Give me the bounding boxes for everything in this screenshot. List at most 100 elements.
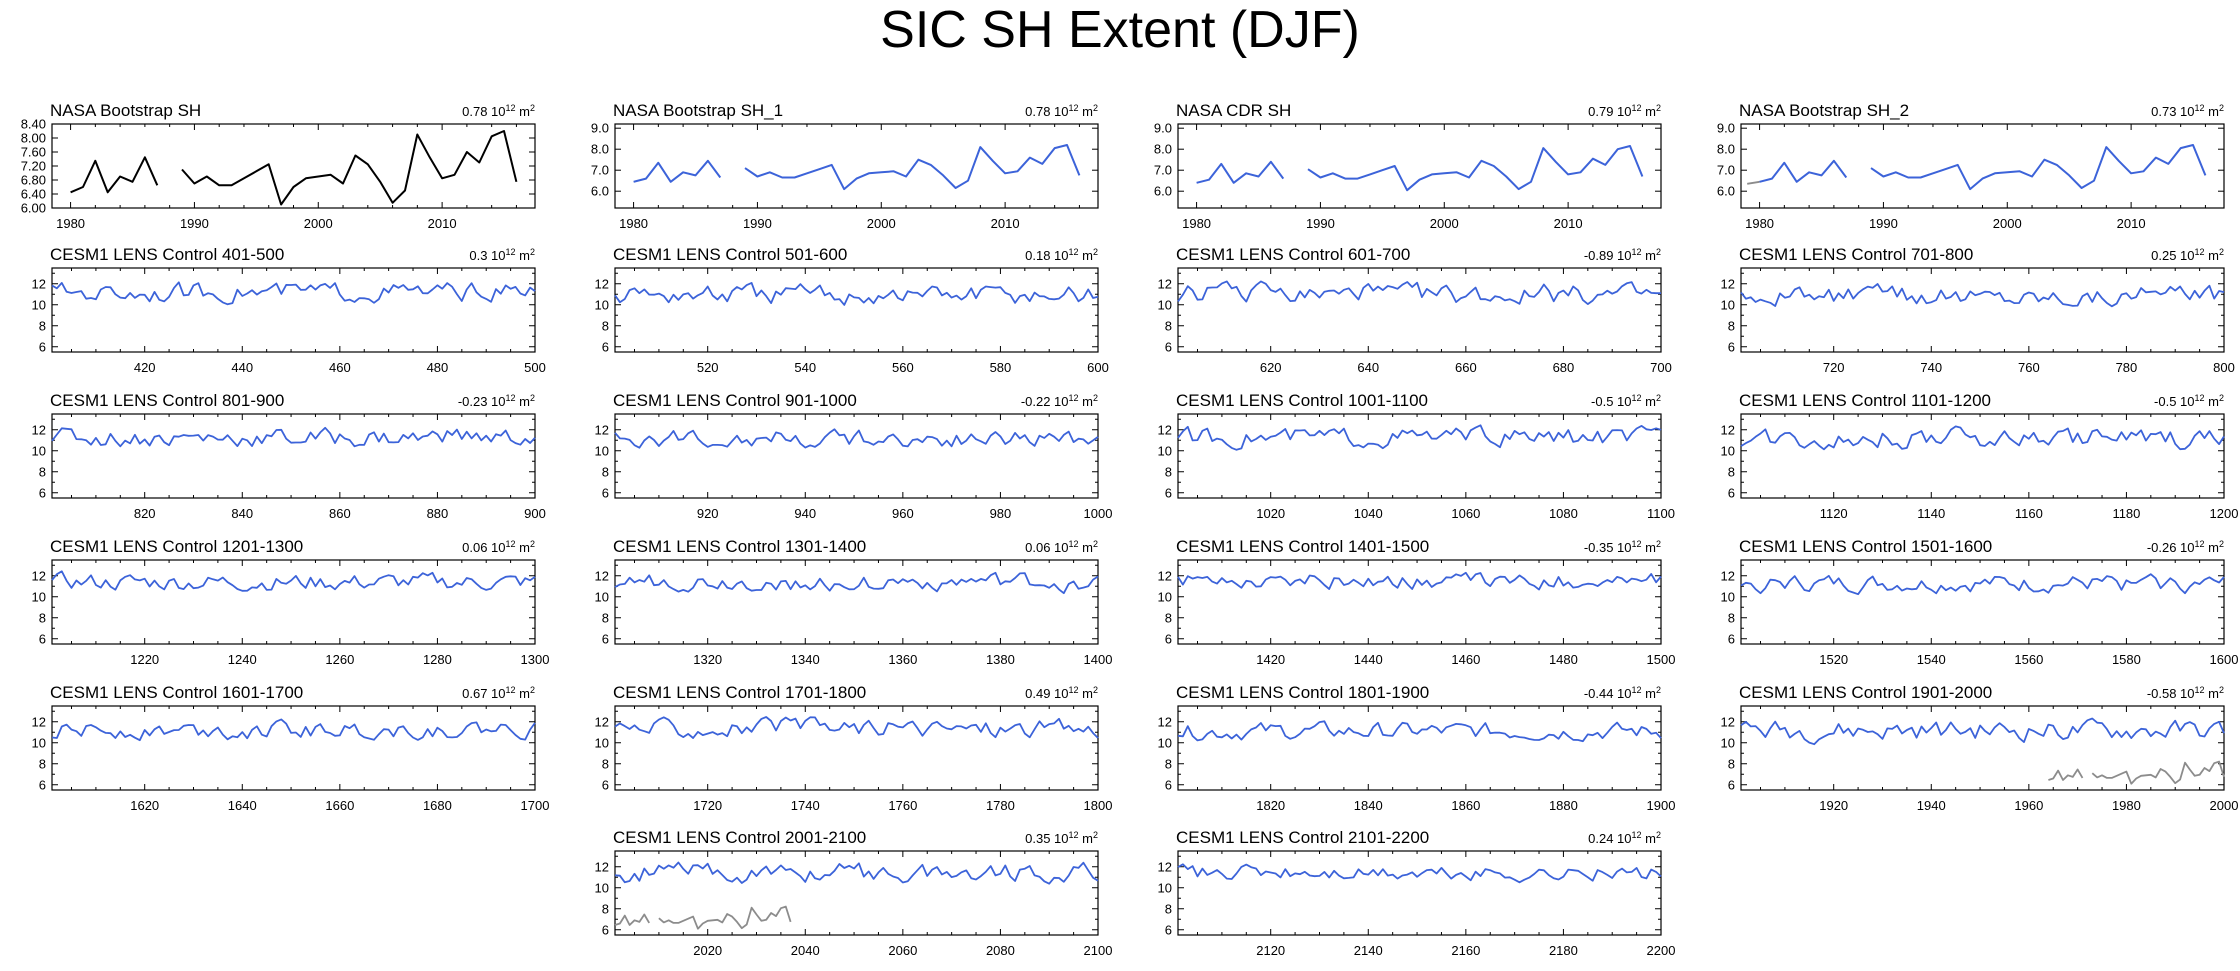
xtick-label: 1880 bbox=[1549, 798, 1578, 813]
xtick-label: 2010 bbox=[991, 216, 1020, 231]
ytick-label: 7.0 bbox=[1717, 163, 1735, 178]
panel-title: CESM1 LENS Control 2001-2100 bbox=[613, 828, 866, 847]
trend-label: -0.5 1012 m2 bbox=[1591, 393, 1661, 409]
ytick-label: 10 bbox=[595, 735, 609, 750]
ytick-label: 8 bbox=[39, 756, 46, 771]
xtick-label: 2000 bbox=[304, 216, 333, 231]
xtick-label: 780 bbox=[2116, 360, 2138, 375]
xtick-label: 1990 bbox=[180, 216, 209, 231]
plot-frame bbox=[614, 850, 1099, 936]
panel-3: NASA Bootstrap SH_2 0.73 1012 m2 6.0 7.0 8.0… bbox=[1717, 101, 2225, 231]
panel-5: CESM1 LENS Control 501-600 0.18 1012 m2 6 8… bbox=[595, 245, 1109, 375]
panel-19: CESM1 LENS Control 1901-2000 -0.58 1012 m… bbox=[1721, 683, 2239, 813]
plot-frame bbox=[1177, 413, 1662, 499]
panel-title: NASA Bootstrap SH bbox=[50, 101, 201, 120]
ytick-label: 6.0 bbox=[1717, 184, 1735, 199]
panel-4: CESM1 LENS Control 401-500 0.3 1012 m2 6 8 1… bbox=[32, 245, 546, 375]
xtick-label: 1500 bbox=[1647, 652, 1676, 667]
ytick-label: 10 bbox=[1158, 297, 1172, 312]
panel-title: CESM1 LENS Control 1701-1800 bbox=[613, 683, 866, 702]
plot-frame bbox=[1740, 267, 2225, 353]
ytick-label: 6.40 bbox=[21, 187, 46, 202]
panel-title: CESM1 LENS Control 1101-1200 bbox=[1739, 391, 1991, 410]
ytick-label: 7.0 bbox=[1154, 163, 1172, 178]
series-line bbox=[1177, 571, 1662, 591]
ytick-label: 6 bbox=[602, 777, 609, 792]
ytick-label: 9.0 bbox=[1717, 121, 1735, 136]
trend-label: 0.78 1012 m2 bbox=[462, 103, 535, 119]
panel-title: CESM1 LENS Control 501-600 bbox=[613, 245, 847, 264]
xtick-label: 1120 bbox=[1820, 506, 1848, 521]
plot-frame bbox=[1740, 559, 2225, 645]
ytick-label: 12 bbox=[32, 714, 46, 729]
obs-line bbox=[744, 144, 1081, 191]
xtick-label: 1980 bbox=[1182, 216, 1211, 231]
panel-8: CESM1 LENS Control 801-900 -0.23 1012 m2 6… bbox=[32, 391, 546, 521]
xtick-label: 2010 bbox=[428, 216, 457, 231]
xtick-label: 500 bbox=[524, 360, 546, 375]
plot-frame bbox=[614, 413, 1099, 499]
trend-label: 0.3 1012 m2 bbox=[469, 247, 535, 263]
xtick-label: 1980 bbox=[56, 216, 85, 231]
xtick-label: 2000 bbox=[1430, 216, 1459, 231]
trend-label: -0.22 1012 m2 bbox=[1021, 393, 1098, 409]
xtick-label: 2120 bbox=[1256, 943, 1285, 958]
xtick-label: 420 bbox=[134, 360, 156, 375]
panel-16: CESM1 LENS Control 1601-1700 0.67 1012 m2… bbox=[32, 683, 550, 813]
ytick-label: 8 bbox=[602, 610, 609, 625]
plot-frame bbox=[1177, 850, 1662, 936]
plot-frame bbox=[614, 559, 1099, 645]
xtick-label: 660 bbox=[1455, 360, 1477, 375]
xtick-label: 1200 bbox=[2210, 506, 2239, 521]
trend-label: -0.89 1012 m2 bbox=[1584, 247, 1661, 263]
ytick-label: 6 bbox=[1728, 485, 1735, 500]
ytick-label: 8 bbox=[39, 318, 46, 333]
ytick-label: 10 bbox=[32, 297, 46, 312]
ytick-label: 6 bbox=[1165, 631, 1172, 646]
xtick-label: 1800 bbox=[1084, 798, 1113, 813]
ytick-label: 10 bbox=[595, 589, 609, 604]
ytick-label: 8 bbox=[602, 901, 609, 916]
ytick-label: 6 bbox=[39, 339, 46, 354]
trend-label: 0.35 1012 m2 bbox=[1025, 830, 1098, 846]
xtick-label: 460 bbox=[329, 360, 351, 375]
plot-frame bbox=[51, 413, 536, 499]
plot-frame bbox=[51, 123, 536, 209]
panel-20: CESM1 LENS Control 2001-2100 0.35 1012 m2… bbox=[595, 828, 1113, 958]
xtick-label: 1640 bbox=[228, 798, 257, 813]
xtick-label: 2080 bbox=[986, 943, 1015, 958]
xtick-label: 2180 bbox=[1549, 943, 1578, 958]
panel-17: CESM1 LENS Control 1701-1800 0.49 1012 m2… bbox=[595, 683, 1113, 813]
ytick-label: 8 bbox=[1728, 318, 1735, 333]
trend-label: 0.06 1012 m2 bbox=[462, 539, 535, 555]
ytick-label: 12 bbox=[595, 422, 609, 437]
obs-line bbox=[181, 130, 518, 206]
xtick-label: 1860 bbox=[1451, 798, 1480, 813]
plot-frame bbox=[1177, 705, 1662, 791]
ytick-label: 12 bbox=[32, 422, 46, 437]
xtick-label: 1220 bbox=[130, 652, 159, 667]
trend-label: 0.79 1012 m2 bbox=[1588, 103, 1661, 119]
xtick-label: 520 bbox=[697, 360, 719, 375]
xtick-label: 1460 bbox=[1451, 652, 1480, 667]
ytick-label: 6 bbox=[1728, 339, 1735, 354]
ytick-label: 10 bbox=[1158, 443, 1172, 458]
ytick-label: 6 bbox=[602, 631, 609, 646]
obs-overlay-line bbox=[2091, 760, 2225, 785]
xtick-label: 1040 bbox=[1354, 506, 1383, 521]
ytick-label: 10 bbox=[32, 589, 46, 604]
panel-0: NASA Bootstrap SH 0.78 1012 m2 6.006.406.8… bbox=[21, 101, 536, 231]
ytick-label: 8.40 bbox=[21, 117, 46, 132]
ytick-label: 12 bbox=[595, 568, 609, 583]
panel-14: CESM1 LENS Control 1401-1500 -0.35 1012 m… bbox=[1158, 537, 1676, 667]
xtick-label: 920 bbox=[697, 506, 719, 521]
xtick-label: 1840 bbox=[1354, 798, 1383, 813]
ytick-label: 6 bbox=[39, 631, 46, 646]
series-line bbox=[1177, 720, 1662, 743]
panel-21: CESM1 LENS Control 2101-2200 0.24 1012 m2… bbox=[1158, 828, 1676, 958]
xtick-label: 1920 bbox=[1819, 798, 1848, 813]
ytick-label: 8.0 bbox=[1154, 142, 1172, 157]
series-line bbox=[1177, 863, 1662, 884]
ytick-label: 7.0 bbox=[591, 163, 609, 178]
ytick-label: 12 bbox=[32, 568, 46, 583]
